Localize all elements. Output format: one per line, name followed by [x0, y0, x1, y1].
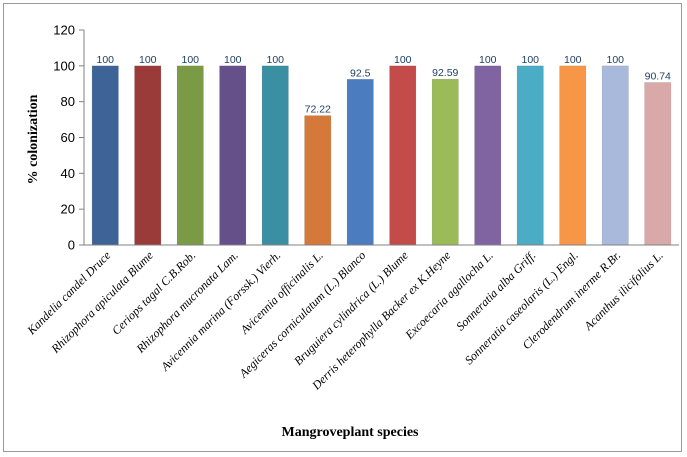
bar [346, 78, 374, 246]
bar [176, 65, 204, 246]
data-label: 100 [266, 54, 284, 66]
data-label: 100 [606, 54, 624, 66]
data-label: 100 [479, 54, 497, 66]
bar [261, 65, 289, 246]
bar [134, 65, 162, 246]
bars [91, 65, 672, 246]
x-category-label: Acanthus ilicifolius L. [581, 248, 666, 333]
y-tick-label: 60 [61, 130, 75, 145]
data-label: 100 [564, 54, 582, 66]
data-label: 100 [96, 54, 114, 66]
data-label: 90.74 [645, 70, 671, 82]
bar [91, 65, 119, 246]
bar [431, 78, 459, 246]
data-label: 100 [224, 54, 242, 66]
y-tick-label: 40 [61, 166, 75, 181]
data-label: 92.59 [432, 67, 458, 79]
y-tick-label: 20 [61, 202, 75, 217]
y-tick-label: 0 [68, 238, 75, 253]
y-tick-label: 80 [61, 94, 75, 109]
data-label: 72.22 [305, 104, 331, 116]
x-axis-title: Mangroveplant species [281, 425, 419, 440]
bar [559, 65, 587, 246]
data-label: 100 [394, 54, 412, 66]
data-label: 92.5 [350, 67, 371, 79]
data-label: 100 [521, 54, 539, 66]
y-axis-ticks: 0 20 40 60 80 100 120 [53, 23, 84, 253]
bar [219, 65, 247, 246]
data-label: 100 [139, 54, 157, 66]
y-tick-label: 100 [53, 58, 75, 73]
data-label: 100 [181, 54, 199, 66]
data-labels: 100 100 100 100 100 72.22 92.5 100 92.59 100 100 10… [96, 54, 671, 116]
y-axis-title: % colonization [26, 94, 41, 184]
bar [474, 65, 502, 246]
bar [644, 82, 672, 246]
bar [516, 65, 544, 246]
x-category-label: Sonneratia alba Griff. [453, 248, 538, 333]
x-category-label: Avicennia officinalis L. [237, 248, 326, 337]
bar [304, 115, 332, 246]
bar [601, 65, 629, 246]
y-tick-label: 120 [53, 23, 75, 38]
bar [389, 65, 417, 246]
